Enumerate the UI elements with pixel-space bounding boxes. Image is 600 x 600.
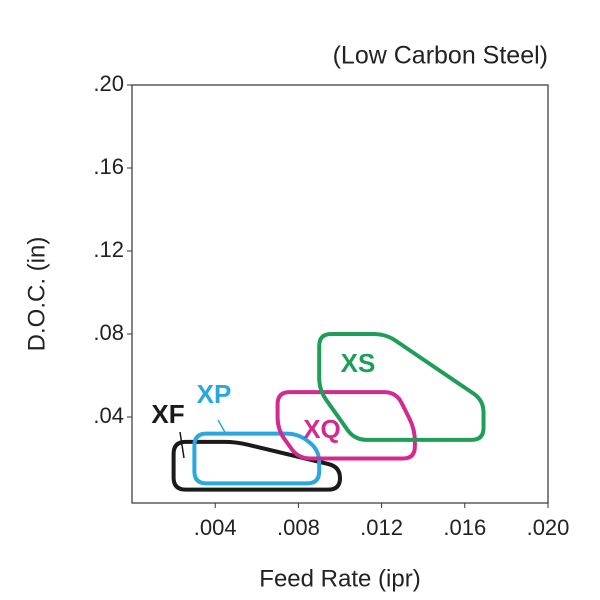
- x-tick-label: .016: [443, 515, 486, 540]
- y-tick-label: .04: [93, 403, 124, 428]
- x-tick-label: .012: [360, 515, 403, 540]
- region-label: XP: [197, 379, 232, 409]
- region-outline: [275, 390, 417, 461]
- y-tick-label: .12: [93, 237, 124, 262]
- y-tick-label: .20: [93, 71, 124, 96]
- y-tick-label: .08: [93, 320, 124, 345]
- region-label: XS: [341, 348, 376, 378]
- x-tick-label: .008: [277, 515, 320, 540]
- leader-line: [179, 431, 185, 459]
- region-outline: [192, 431, 322, 486]
- region-outline: [317, 332, 486, 442]
- plot-frame: [131, 84, 549, 504]
- y-tick-label: .16: [93, 154, 124, 179]
- y-axis-label: D.O.C. (in): [23, 237, 50, 352]
- x-tick-label: .004: [194, 515, 237, 540]
- chart-title: (Low Carbon Steel): [333, 42, 548, 70]
- leader-line: [217, 419, 227, 435]
- x-tick-label: .020: [527, 515, 570, 540]
- x-axis-label: Feed Rate (ipr): [259, 565, 420, 592]
- region-label: XF: [151, 399, 184, 429]
- region-outline: [171, 439, 343, 492]
- region-label: XQ: [303, 414, 341, 444]
